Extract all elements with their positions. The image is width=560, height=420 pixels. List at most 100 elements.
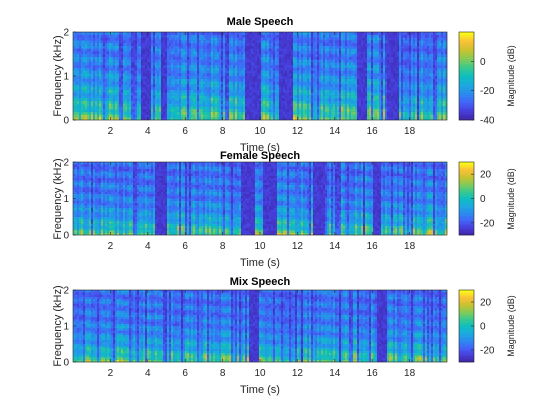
spectrogram-cell bbox=[247, 56, 250, 60]
spectrogram-cell bbox=[163, 89, 166, 93]
spectrogram-cell bbox=[175, 59, 178, 63]
spectrogram-cell bbox=[115, 54, 118, 57]
spectrogram-cell bbox=[247, 117, 250, 121]
spectrogram-cell bbox=[297, 92, 300, 96]
spectrogram-cell bbox=[353, 67, 356, 71]
spectrogram-cell bbox=[73, 81, 76, 85]
spectrogram-cell bbox=[225, 81, 228, 85]
spectrogram-cell bbox=[127, 87, 130, 90]
spectrogram-cell bbox=[191, 100, 194, 104]
spectrogram-cell bbox=[311, 117, 314, 121]
spectrogram-cell bbox=[237, 73, 240, 77]
spectrogram-cell bbox=[125, 56, 128, 60]
spectrogram-cell bbox=[113, 92, 116, 96]
spectrogram-cell bbox=[155, 73, 158, 77]
spectrogram-cell bbox=[89, 70, 92, 74]
spectrogram-cell bbox=[83, 48, 86, 52]
spectrogram-cell bbox=[169, 114, 172, 118]
spectrogram-cell bbox=[79, 73, 82, 77]
spectrogram-cell bbox=[311, 32, 314, 35]
spectrogram-cell bbox=[125, 95, 128, 99]
spectrogram-cell bbox=[251, 84, 254, 88]
spectrogram-cell bbox=[337, 56, 340, 60]
spectrogram-cell bbox=[187, 73, 190, 77]
spectrogram-cell bbox=[283, 114, 286, 118]
spectrogram-cell bbox=[351, 37, 354, 41]
spectrogram-cell bbox=[137, 89, 140, 93]
spectrogram-cell bbox=[231, 43, 234, 46]
spectrogram-cell bbox=[219, 95, 222, 99]
spectrogram-cell bbox=[223, 98, 226, 101]
spectrogram-cell bbox=[219, 84, 222, 88]
spectrogram-cell bbox=[197, 81, 200, 85]
spectrogram-cell bbox=[277, 43, 280, 46]
spectrogram-cell bbox=[197, 106, 200, 110]
spectrogram-cell bbox=[305, 100, 308, 104]
spectrogram-cell bbox=[169, 56, 172, 60]
spectrogram-cell bbox=[75, 65, 78, 68]
spectrogram-cell bbox=[375, 34, 378, 38]
spectrogram-cell bbox=[217, 100, 220, 104]
spectrogram-cell bbox=[341, 37, 344, 41]
spectrogram-cell bbox=[89, 48, 92, 52]
spectrogram-cell bbox=[343, 62, 346, 66]
spectrogram-cell bbox=[333, 48, 336, 52]
spectrogram-cell bbox=[287, 100, 290, 104]
spectrogram-cell bbox=[131, 65, 134, 68]
spectrogram-cell bbox=[299, 34, 302, 38]
spectrogram-cell bbox=[277, 65, 280, 68]
spectrogram-cell bbox=[199, 40, 202, 44]
spectrogram-cell bbox=[187, 87, 190, 90]
spectrogram-cell bbox=[307, 117, 310, 121]
spectrogram-cell bbox=[301, 109, 304, 112]
spectrogram-cell bbox=[337, 117, 340, 121]
spectrogram-cell bbox=[363, 34, 366, 38]
spectrogram-cell bbox=[279, 103, 282, 107]
spectrogram-cell bbox=[323, 89, 326, 93]
spectrogram-cell bbox=[161, 103, 164, 107]
spectrogram-cell bbox=[115, 81, 118, 85]
spectrogram-cell bbox=[123, 87, 126, 90]
spectrogram-cell bbox=[211, 78, 214, 82]
spectrogram-cell bbox=[371, 81, 374, 85]
spectrogram-cell bbox=[253, 92, 256, 96]
spectrogram-cell bbox=[265, 81, 268, 85]
spectrogram-cell bbox=[133, 40, 136, 44]
spectrogram-cell bbox=[149, 106, 152, 110]
spectrogram-cell bbox=[93, 32, 96, 35]
spectrogram-cell bbox=[289, 76, 292, 79]
spectrogram-cell bbox=[345, 67, 348, 71]
spectrogram-cell bbox=[123, 95, 126, 99]
spectrogram-cell bbox=[277, 114, 280, 118]
spectrogram-cell bbox=[293, 109, 296, 112]
spectrogram-cell bbox=[225, 111, 228, 115]
spectrogram-cell bbox=[299, 59, 302, 63]
spectrogram-cell bbox=[273, 95, 276, 99]
spectrogram-cell bbox=[235, 65, 238, 68]
spectrogram-cell bbox=[255, 87, 258, 90]
spectrogram-cell bbox=[155, 40, 158, 44]
spectrogram-cell bbox=[321, 89, 324, 93]
spectrogram-cell bbox=[329, 81, 332, 85]
spectrogram-cell bbox=[377, 54, 380, 57]
spectrogram-cell bbox=[225, 43, 228, 46]
spectrogram-cell bbox=[97, 111, 100, 115]
spectrogram-cell bbox=[141, 114, 144, 118]
spectrogram-cell bbox=[147, 62, 150, 66]
spectrogram-cell bbox=[217, 45, 220, 49]
spectrogram-cell bbox=[241, 92, 244, 96]
spectrogram-cell bbox=[101, 32, 104, 35]
spectrogram-cell bbox=[245, 37, 248, 41]
spectrogram-cell bbox=[101, 70, 104, 74]
spectrogram-cell bbox=[157, 100, 160, 104]
spectrogram-cell bbox=[379, 62, 382, 66]
spectrogram-cell bbox=[297, 40, 300, 44]
spectrogram-cell bbox=[227, 100, 230, 104]
spectrogram-cell bbox=[125, 109, 128, 112]
spectrogram-cell bbox=[157, 51, 160, 55]
spectrogram-cell bbox=[163, 51, 166, 55]
spectrogram-cell bbox=[81, 65, 84, 68]
spectrogram-cell bbox=[263, 95, 266, 99]
spectrogram-cell bbox=[95, 76, 98, 79]
spectrogram-cell bbox=[365, 67, 368, 71]
